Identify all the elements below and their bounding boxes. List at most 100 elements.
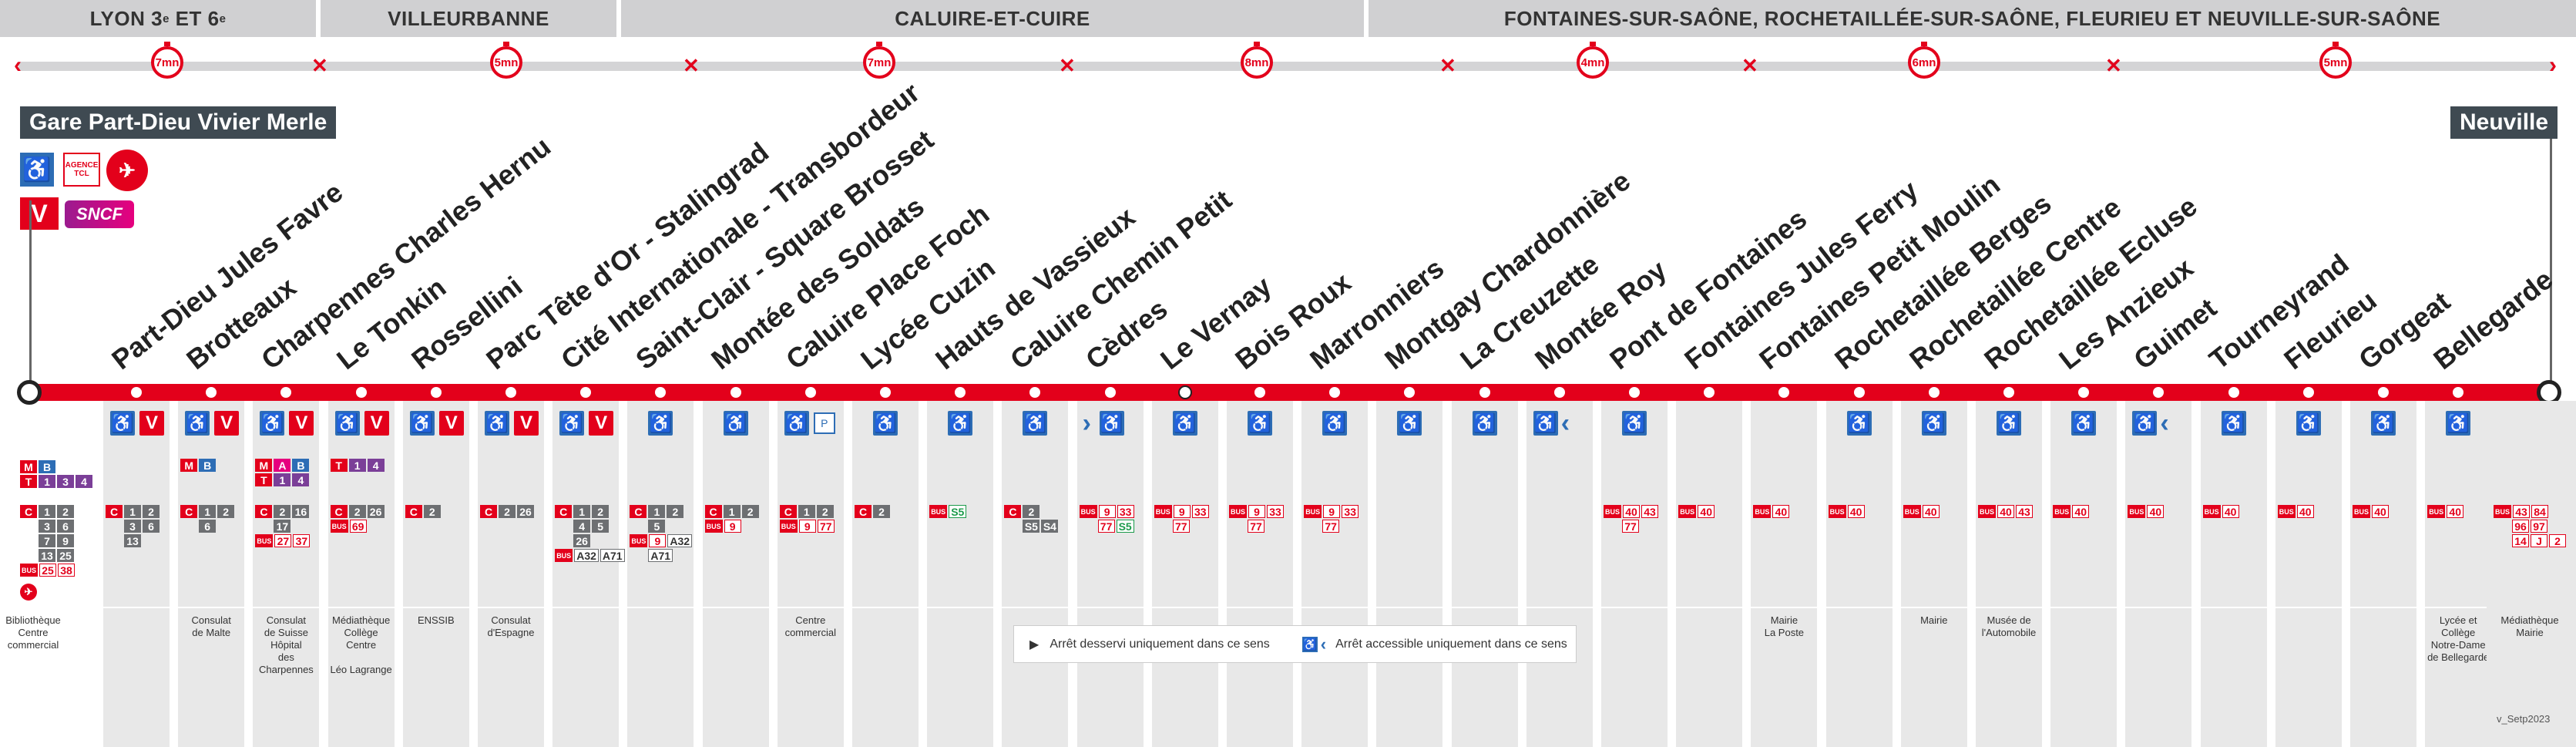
line-badge[interactable]: 2 [499, 505, 516, 518]
station-node[interactable] [2078, 387, 2090, 398]
mode-badge[interactable]: BUS [1079, 505, 1097, 518]
mode-badge[interactable]: C [405, 505, 422, 518]
terminus-node-right[interactable] [2537, 380, 2561, 405]
mode-badge[interactable]: C [180, 505, 198, 518]
mode-badge[interactable]: BUS [255, 534, 274, 547]
line-badge[interactable]: 1 [723, 505, 741, 518]
line-badge[interactable]: 27 [274, 534, 292, 547]
line-badge[interactable]: 2 [873, 505, 890, 518]
line-badge[interactable]: 40 [2222, 505, 2239, 518]
line-badge[interactable]: 2 [741, 505, 759, 518]
line-badge[interactable]: 40 [2447, 505, 2464, 518]
line-badge[interactable]: 4 [367, 459, 385, 472]
line-badge[interactable]: 26 [367, 505, 385, 518]
line-badge[interactable]: 38 [58, 564, 76, 577]
line-badge[interactable]: A71 [648, 549, 673, 562]
mode-badge[interactable]: C [106, 505, 123, 518]
station-node[interactable] [355, 387, 367, 398]
line-badge[interactable]: 2 [57, 505, 74, 518]
line-badge[interactable]: 6 [57, 520, 74, 533]
line-badge[interactable]: 2 [1023, 505, 1040, 518]
line-badge[interactable]: A71 [599, 549, 625, 562]
line-badge[interactable]: 40 [1772, 505, 1790, 518]
mode-badge[interactable]: T [330, 459, 348, 472]
line-badge[interactable]: A32 [667, 534, 693, 547]
line-badge[interactable]: 9 [1098, 505, 1116, 518]
line-badge[interactable]: 2 [667, 505, 684, 518]
line-badge[interactable]: 9 [1323, 505, 1341, 518]
line-badge[interactable]: 37 [293, 534, 311, 547]
line-badge[interactable]: 6 [199, 520, 217, 533]
line-badge[interactable]: 2 [423, 505, 441, 518]
station-node[interactable] [1853, 387, 1865, 398]
line-badge[interactable]: 5 [648, 520, 666, 533]
mode-badge[interactable]: C [255, 505, 273, 518]
station-node[interactable] [2153, 387, 2165, 398]
line-badge[interactable]: 13 [39, 549, 55, 562]
line-badge[interactable]: 3 [39, 520, 55, 533]
station-node[interactable] [1479, 387, 1490, 398]
station-node[interactable] [2228, 387, 2239, 398]
line-badge[interactable]: 40 [1922, 505, 1940, 518]
line-badge[interactable]: 9 [798, 520, 816, 533]
station-node[interactable] [1404, 387, 1416, 398]
line-badge[interactable]: 1 [39, 505, 55, 518]
line-badge[interactable]: 40 [2147, 505, 2165, 518]
line-badge[interactable]: 9 [57, 534, 74, 547]
mode-badge[interactable]: BUS [2128, 505, 2146, 518]
line-badge[interactable]: 43 [1641, 505, 1659, 518]
line-badge[interactable]: 33 [1191, 505, 1209, 518]
line-badge[interactable]: 2 [816, 505, 834, 518]
line-badge[interactable]: S5 [1023, 520, 1040, 533]
line-badge[interactable]: 1 [199, 505, 217, 518]
line-badge[interactable]: 1 [573, 505, 591, 518]
mode-badge[interactable]: BUS [2277, 505, 2296, 518]
mode-badge[interactable]: BUS [20, 564, 39, 577]
line-badge[interactable]: A32 [574, 549, 599, 562]
line-badge[interactable]: 3 [124, 520, 141, 533]
line-badge[interactable]: 26 [573, 534, 591, 547]
mode-badge[interactable]: BUS [330, 520, 348, 533]
line-badge[interactable]: 77 [1322, 520, 1340, 533]
station-node[interactable] [1177, 385, 1192, 399]
mode-badge[interactable]: BUS [555, 549, 573, 562]
station-node[interactable] [1778, 387, 1790, 398]
line-badge[interactable]: B [39, 460, 55, 473]
station-node[interactable] [580, 387, 592, 398]
line-badge[interactable]: B [199, 459, 217, 472]
mode-badge[interactable]: BUS [704, 520, 723, 533]
line-badge[interactable]: 25 [57, 549, 74, 562]
mode-badge[interactable]: BUS [630, 534, 648, 547]
mode-badge[interactable]: BUS [1229, 505, 1248, 518]
line-badge[interactable]: 40 [2296, 505, 2314, 518]
line-badge[interactable]: B [292, 459, 310, 472]
line-badge[interactable]: 40 [1623, 505, 1641, 518]
line-badge[interactable]: A [274, 459, 291, 472]
mode-badge[interactable]: M [255, 459, 273, 472]
mode-badge[interactable]: BUS [2053, 505, 2071, 518]
station-node[interactable] [1553, 387, 1565, 398]
mode-badge[interactable]: M [180, 459, 198, 472]
mode-badge[interactable]: BUS [779, 520, 798, 533]
line-badge[interactable]: 1 [798, 505, 815, 518]
station-node[interactable] [131, 387, 142, 398]
mode-badge[interactable]: C [855, 505, 872, 518]
mode-badge[interactable]: BUS [1903, 505, 1921, 518]
station-node[interactable] [2003, 387, 2014, 398]
station-node[interactable] [880, 387, 891, 398]
line-badge[interactable]: 16 [292, 505, 310, 518]
mode-badge[interactable]: T [255, 473, 273, 486]
station-node[interactable] [2453, 387, 2464, 398]
line-badge[interactable]: 33 [1117, 505, 1134, 518]
mode-badge[interactable]: C [779, 505, 797, 518]
line-badge[interactable]: 2 [274, 505, 291, 518]
line-badge[interactable]: 2 [217, 505, 235, 518]
line-badge[interactable]: 17 [274, 520, 291, 533]
mode-badge[interactable]: BUS [2494, 505, 2512, 518]
line-badge[interactable]: 4 [573, 520, 591, 533]
line-badge[interactable]: 43 [2016, 505, 2034, 518]
line-badge[interactable]: S5 [949, 505, 967, 518]
mode-badge[interactable]: M [20, 460, 37, 473]
station-name[interactable]: Bellegarde [2427, 263, 2559, 376]
station-node[interactable] [1704, 387, 1715, 398]
